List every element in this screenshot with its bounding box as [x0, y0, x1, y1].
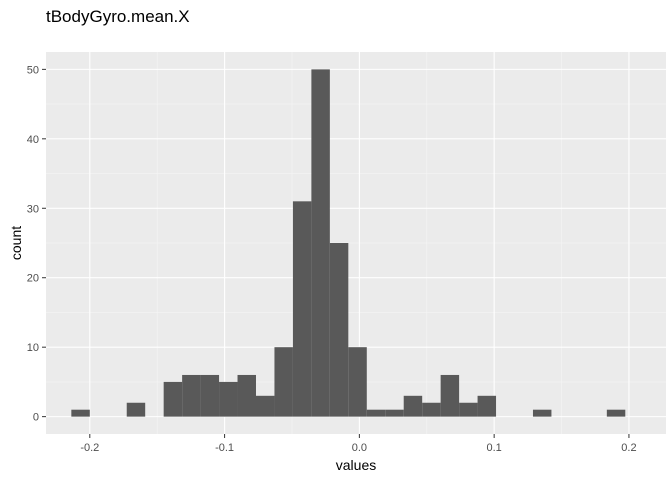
chart-title: tBodyGyro.mean.X: [46, 7, 190, 26]
histogram-bar: [440, 374, 460, 417]
histogram-bar: [237, 374, 256, 417]
histogram-bar: [459, 402, 478, 417]
y-axis: 0 10 20 30 40 50: [27, 64, 46, 424]
histogram-bar: [606, 409, 626, 417]
x-axis: -0.2 -0.1 0.0 0.1 0.2: [80, 434, 637, 454]
y-tick-label: 0: [33, 412, 39, 424]
y-tick-label: 50: [27, 64, 39, 76]
y-tick-label: 40: [27, 134, 39, 146]
y-tick-label: 20: [27, 273, 39, 285]
histogram-bar: [403, 395, 423, 417]
x-tick-label: 0.1: [487, 442, 502, 454]
x-axis-title: values: [336, 457, 376, 473]
histogram-bar: [126, 402, 146, 417]
histogram-bar: [71, 409, 90, 417]
histogram-bar: [329, 243, 349, 417]
histogram-bar: [532, 409, 552, 417]
histogram-bar: [163, 381, 183, 417]
y-tick-label: 10: [27, 342, 39, 354]
x-tick-label: 0.2: [621, 442, 636, 454]
histogram-bar: [366, 409, 386, 417]
histogram-bar: [348, 347, 367, 417]
x-tick-label: -0.2: [80, 442, 99, 454]
histogram-bar: [311, 69, 330, 417]
histogram-bar: [385, 409, 404, 417]
histogram-bars: [71, 69, 626, 417]
histogram-bar: [182, 374, 201, 417]
y-tick-label: 30: [27, 203, 39, 215]
histogram-bar: [200, 374, 220, 417]
x-tick-label: 0.0: [352, 442, 367, 454]
y-axis-title: count: [8, 226, 24, 260]
histogram-bar: [292, 201, 312, 417]
histogram-bar: [255, 395, 275, 417]
x-tick-label: -0.1: [215, 442, 234, 454]
histogram-bar: [219, 381, 238, 417]
minor-gridlines: [46, 52, 666, 434]
histogram-bar: [477, 395, 497, 417]
histogram-bar: [274, 347, 293, 417]
histogram-bar: [422, 402, 441, 417]
